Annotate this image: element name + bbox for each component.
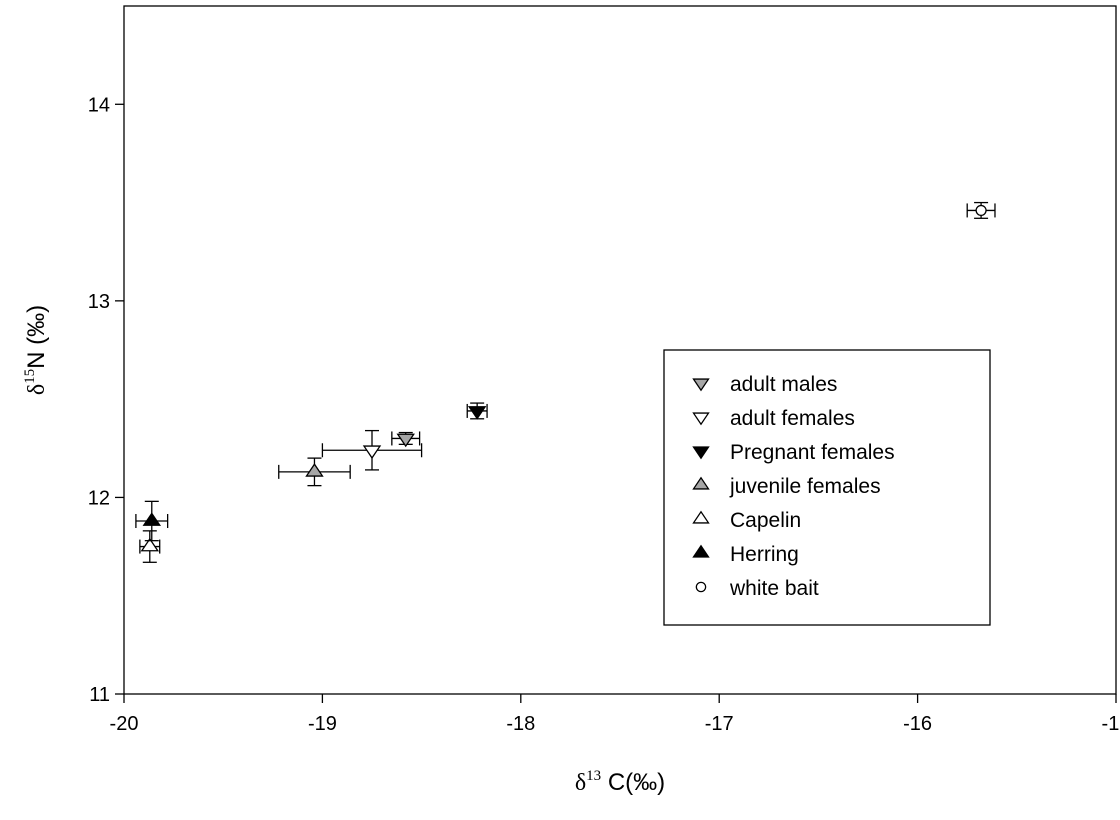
- x-tick-label: -16: [903, 713, 932, 735]
- legend-label: juvenile females: [729, 475, 881, 498]
- legend-label: Capelin: [730, 509, 801, 532]
- data-point: [306, 464, 322, 476]
- legend: adult males adult females Pregnant females…: [664, 350, 990, 625]
- x-tick-label: -20: [110, 713, 139, 735]
- y-tick-label: 13: [88, 291, 110, 313]
- legend-label: Herring: [730, 543, 799, 566]
- legend-label: white bait: [729, 577, 819, 600]
- x-tick-label: -18: [506, 713, 535, 735]
- legend-label: Pregnant females: [730, 441, 895, 464]
- data-point: [364, 446, 380, 458]
- x-axis: -20 -19 -18 -17 -16 -15: [110, 694, 1120, 735]
- y-tick-label: 11: [89, 684, 110, 706]
- data-point: [976, 205, 986, 215]
- y-tick-label: 12: [88, 487, 110, 509]
- y-tick-label: 14: [88, 94, 110, 116]
- x-axis-title: δ13 C(‰): [575, 768, 665, 796]
- legend-marker: [696, 582, 705, 591]
- legend-label: adult males: [730, 373, 837, 396]
- legend-label: adult females: [730, 407, 855, 430]
- y-axis: 11 12 13 14: [88, 94, 124, 706]
- data-point: [469, 407, 485, 419]
- x-tick-label: -19: [308, 713, 337, 735]
- y-axis-title: δ15N (‰): [22, 305, 50, 395]
- x-tick-label: -17: [705, 713, 734, 735]
- data-point: [144, 513, 160, 525]
- x-tick-label: -15: [1102, 713, 1120, 735]
